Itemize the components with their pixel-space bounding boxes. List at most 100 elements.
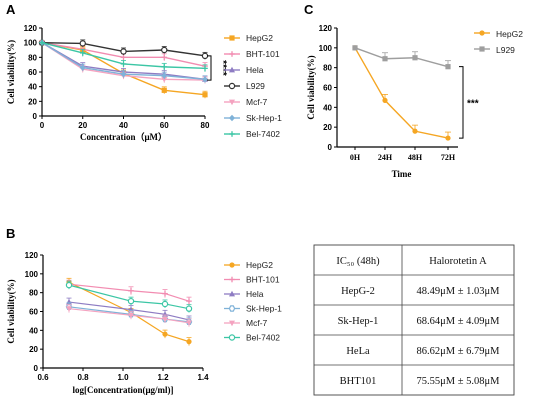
chart-c-point-l929 (352, 45, 358, 51)
chart-b: 0 20 40 60 80 100 120 0.6 0.8 1.0 1.2 1.4 log[Concen… (6, 251, 282, 395)
chart-b-xtick-label: 1.2 (157, 373, 169, 382)
chart-b-ytick-label: 60 (29, 308, 38, 317)
chart-a-xtick-label: 60 (160, 121, 169, 130)
chart-c-ytick-label: 20 (323, 123, 332, 132)
chart-c-significance-label: *** (467, 98, 479, 109)
chart-a-point-sk-hep-1 (202, 76, 208, 83)
chart-c-point-l929 (412, 55, 418, 61)
chart-a-x-title: Concentration（μM） (80, 132, 167, 142)
chart-c-xtick-label: 48H (408, 153, 423, 162)
chart-b-point-bht-101 (128, 287, 134, 294)
chart-b-legend-marker-hepg2 (229, 262, 235, 268)
chart-a-point-sk-hep-1 (79, 64, 86, 71)
chart-c-ytick-label: 60 (323, 84, 332, 93)
chart-c-point-hepg2 (382, 97, 388, 103)
chart-b-point-bht-101 (186, 298, 192, 304)
chart-b-legend-marker-mcf-7 (229, 320, 235, 327)
chart-b-point-bht-101 (162, 290, 168, 297)
chart-c-ytick-label: 40 (323, 103, 332, 112)
chart-b-line-bel-7402 (68, 284, 190, 310)
chart-c-ytick-label: 80 (323, 64, 332, 73)
chart-c-point-hepg2 (445, 135, 451, 141)
chart-c-xtick-label: 72H (441, 153, 456, 162)
chart-b-point-mcf-7 (128, 312, 134, 319)
table-cell-ic50: 48.49μM ± 1.03μM (417, 286, 501, 297)
chart-b-y-title: Cell viability(%) (6, 279, 16, 343)
chart-b-point-mcf-7 (66, 306, 72, 312)
chart-b-point-bel-7402 (65, 281, 73, 289)
chart-a-significance-bracket (207, 55, 212, 81)
chart-c-point-l929 (445, 64, 451, 70)
chart-c-ytick-label: 0 (328, 143, 333, 152)
table-cell-cell-line: BHT101 (340, 376, 377, 387)
chart-a-xtick-label: 20 (78, 121, 87, 130)
chart-b-point-bel-7402 (185, 305, 193, 312)
chart-a-point-bht-101 (120, 54, 127, 61)
table-cell-ic50: 86.62μM ± 6.79μM (417, 346, 501, 357)
chart-b-point-hepg2 (186, 339, 192, 345)
chart-c-legend-marker-l929 (479, 46, 485, 52)
chart-a-point-bel-7402 (120, 61, 127, 67)
chart-a-ytick-label: 120 (24, 24, 38, 33)
chart-a-significance-label: **** (217, 60, 228, 76)
panel-label-a: A (6, 2, 16, 17)
chart-a-xtick-label: 40 (119, 121, 128, 130)
chart-c-xtick-label: 24H (378, 153, 393, 162)
chart-c-line-hepg2 (354, 47, 449, 139)
chart-a-xtick-label: 0 (40, 121, 45, 130)
ic50-table: IC₅₀ (48h) Halorotetin A HepG-2 48.49μM ± 1… (313, 244, 515, 396)
chart-a-legend-marker-hepg2 (229, 35, 235, 41)
chart-a-legend-marker-l929 (228, 82, 236, 90)
chart-a-legend-label-mcf-7: Mcf-7 (246, 97, 268, 107)
chart-b-line-hepg2 (68, 281, 190, 343)
table-cell-cell-line: Sk-Hep-1 (338, 316, 379, 327)
chart-a-ytick-label: 80 (28, 53, 37, 62)
chart-a-point-hepg2 (202, 92, 208, 98)
table-cell-cell-line: HeLa (346, 346, 370, 357)
chart-b-point-mcf-7 (162, 316, 168, 323)
chart-a-legend-marker-hela (229, 66, 235, 73)
chart-b-ytick-label: 100 (25, 270, 39, 279)
table-cell-ic50: 68.64μM ± 4.09μM (417, 316, 501, 327)
chart-c-legend-label-hepg2: HepG2 (496, 29, 523, 39)
chart-c-ytick-label: 120 (319, 24, 333, 33)
chart-b-point-hepg2 (162, 331, 168, 337)
chart-b-point-mcf-7 (186, 320, 192, 326)
chart-c-x-title: Time (392, 169, 412, 179)
chart-b-legend-marker-bel-7402 (228, 334, 236, 341)
chart-c-line-l929 (354, 47, 449, 68)
chart-a-ytick-label: 60 (28, 68, 37, 77)
chart-c-point-hepg2 (412, 128, 418, 134)
chart-b-legend-marker-sk-hep-1 (228, 305, 236, 312)
chart-a-point-l929 (161, 46, 168, 54)
chart-a-legend-label-hepg2: HepG2 (246, 33, 273, 43)
chart-a-point-hepg2 (161, 87, 167, 93)
chart-a-point-l929 (79, 40, 86, 47)
chart-b-legend-label-bht-101: BHT-101 (246, 275, 280, 285)
chart-a-legend-marker-sk-hep-1 (229, 114, 235, 122)
table-cell-cell-line: HepG-2 (341, 286, 375, 297)
panel-label-b: B (6, 226, 15, 241)
chart-b-xtick-label: 1.0 (117, 373, 129, 382)
chart-a-point-bel-7402 (202, 65, 208, 72)
chart-a-legend-label-bht-101: BHT-101 (246, 49, 280, 59)
chart-b-ytick-label: 20 (29, 345, 38, 354)
chart-a-point-bel-7402 (161, 64, 168, 70)
chart-a-legend-marker-bel-7402 (229, 131, 235, 137)
table-border (313, 244, 515, 396)
chart-b-legend-label-bel-7402: Bel-7402 (246, 333, 280, 343)
chart-b-ytick-label: 120 (25, 251, 39, 260)
chart-b-ytick-label: 0 (34, 364, 39, 373)
chart-b-point-bel-7402 (127, 297, 135, 305)
chart-a-point-l929 (120, 48, 127, 55)
chart-b-xtick-label: 0.6 (37, 373, 49, 382)
chart-a-point-bel-7402 (39, 39, 45, 46)
chart-b-line-hela (68, 301, 190, 321)
chart-b-legend-label-sk-hep-1: Sk-Hep-1 (246, 304, 282, 314)
chart-a-point-mcf-7 (161, 76, 168, 83)
chart-a-legend-label-bel-7402: Bel-7402 (246, 129, 280, 139)
chart-b-legend-marker-bht-101 (229, 276, 235, 283)
chart-b-ytick-label: 80 (29, 289, 38, 298)
chart-a-point-bel-7402 (79, 50, 86, 56)
